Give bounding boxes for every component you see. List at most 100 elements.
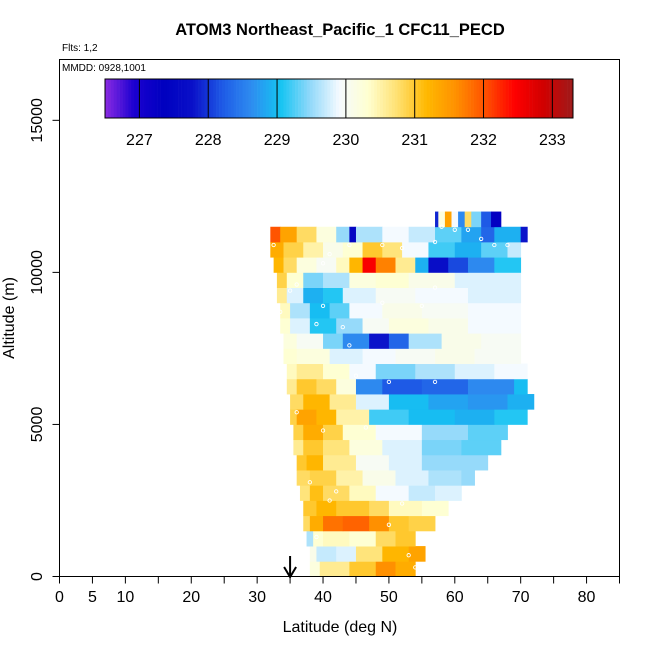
heatmap-cell bbox=[415, 363, 456, 380]
sample-point bbox=[347, 242, 352, 248]
sample-point bbox=[386, 522, 392, 527]
heatmap-cell bbox=[454, 409, 495, 425]
colorbar-swatch bbox=[157, 79, 161, 118]
colorbar-swatch bbox=[561, 79, 565, 118]
heatmap-cell bbox=[296, 348, 331, 365]
colorbar-swatch bbox=[382, 79, 387, 118]
colorbar-swatch bbox=[385, 79, 390, 118]
colorbar-swatch bbox=[336, 79, 340, 118]
colorbar-swatch bbox=[359, 79, 363, 118]
heatmap-cell bbox=[375, 287, 416, 304]
colorbar-swatch bbox=[520, 79, 524, 118]
x-tick-label: 20 bbox=[182, 589, 200, 606]
colorbar-swatch bbox=[233, 79, 237, 118]
sample-point bbox=[353, 373, 359, 378]
colorbar-swatch bbox=[441, 79, 445, 118]
heatmap-cell bbox=[329, 302, 350, 319]
colorbar-swatch bbox=[470, 79, 474, 118]
heatmap-cell bbox=[283, 257, 298, 273]
colorbar-swatch bbox=[540, 79, 545, 118]
colorbar-swatch bbox=[529, 79, 533, 118]
colorbar-swatch bbox=[248, 79, 252, 118]
heatmap-cell bbox=[276, 272, 288, 288]
heatmap-cell bbox=[349, 302, 383, 319]
colorbar-swatch bbox=[327, 79, 331, 118]
colorbar-swatch bbox=[426, 79, 430, 118]
colorbar-swatch bbox=[134, 79, 138, 118]
y-axis-label: Altitude (m) bbox=[1, 277, 18, 359]
heatmap-cell bbox=[313, 530, 324, 547]
colorbar-swatch bbox=[555, 79, 559, 118]
colorbar-swatch bbox=[107, 79, 112, 118]
heatmap-cell bbox=[435, 211, 439, 228]
colorbar-swatch bbox=[549, 79, 553, 118]
axes: 0 5 10 20 30 40 50 60 70 80 0 5000 10000 15000 bbox=[29, 98, 620, 606]
heatmap-cell bbox=[323, 530, 350, 547]
colorbar-swatch bbox=[473, 79, 477, 118]
colorbar-swatch bbox=[333, 79, 337, 118]
colorbar-swatch bbox=[415, 79, 419, 118]
sample-point bbox=[505, 242, 510, 248]
heatmap-cell bbox=[316, 226, 337, 243]
colorbar-swatch bbox=[280, 79, 284, 118]
heatmap-cell bbox=[388, 454, 423, 471]
colorbar-swatch bbox=[303, 79, 308, 118]
heatmap-cell bbox=[286, 363, 298, 380]
heatmap-cell bbox=[355, 226, 383, 243]
heatmap-cell bbox=[388, 394, 429, 410]
x-tick-label: 30 bbox=[248, 589, 266, 606]
colorbar-swatch bbox=[312, 79, 316, 118]
heatmap-cell bbox=[474, 348, 522, 365]
sample-point bbox=[399, 501, 405, 506]
colorbar-swatch bbox=[567, 79, 571, 118]
sample-point bbox=[432, 285, 438, 290]
colorbar-swatch bbox=[537, 79, 542, 118]
heatmap-cell bbox=[280, 302, 291, 319]
colorbar-swatch bbox=[145, 79, 150, 118]
colorbar-swatch bbox=[353, 79, 357, 118]
heatmap-cell bbox=[421, 439, 462, 456]
sample-point bbox=[347, 343, 352, 348]
colorbar-tick-label: 229 bbox=[264, 132, 291, 149]
heatmap-cell bbox=[494, 257, 522, 273]
heatmap-cell bbox=[375, 424, 423, 441]
heatmap-cell bbox=[375, 363, 416, 380]
heatmap-cell bbox=[280, 226, 298, 243]
colorbar-swatch bbox=[403, 79, 407, 118]
heatmap-cell bbox=[336, 318, 363, 334]
colorbar-swatch bbox=[169, 79, 173, 118]
heatmap-cell bbox=[270, 226, 281, 243]
colorbar-swatch bbox=[274, 79, 278, 118]
heatmap-cell bbox=[323, 333, 344, 349]
heatmap-cell bbox=[283, 348, 298, 365]
heatmap-cell bbox=[514, 378, 528, 395]
colorbar-swatch bbox=[277, 79, 281, 118]
sample-point bbox=[340, 324, 345, 330]
heatmap-cell bbox=[507, 241, 522, 258]
colorbar-swatch bbox=[461, 79, 466, 118]
heatmap-cell bbox=[309, 561, 321, 577]
colorbar-swatch bbox=[321, 79, 325, 118]
colorbar-swatch bbox=[116, 79, 120, 118]
heatmap-cell bbox=[303, 424, 324, 441]
sample-point bbox=[271, 242, 276, 248]
heatmap-cell bbox=[481, 241, 508, 258]
heatmap-cell bbox=[388, 333, 410, 349]
heatmap-cell bbox=[349, 226, 357, 243]
colorbar-swatch bbox=[213, 79, 217, 118]
heatmap-cell bbox=[362, 470, 396, 486]
heatmap-cell bbox=[309, 470, 337, 486]
colorbar-swatch bbox=[523, 79, 527, 118]
heatmap-cell bbox=[336, 500, 370, 517]
colorbar-swatch bbox=[450, 79, 454, 118]
heatmap-cell bbox=[323, 363, 350, 380]
colorbar-tick-label: 227 bbox=[126, 132, 153, 149]
heatmap-cell bbox=[481, 211, 492, 228]
colorbar-swatch bbox=[330, 79, 334, 118]
y-tick-label: 5000 bbox=[29, 407, 46, 443]
x-tick-label: 50 bbox=[380, 589, 398, 606]
sample-point bbox=[413, 565, 418, 570]
heatmap-cell bbox=[283, 333, 298, 349]
heatmap-cell bbox=[309, 515, 324, 532]
heatmap-cell bbox=[342, 241, 363, 258]
